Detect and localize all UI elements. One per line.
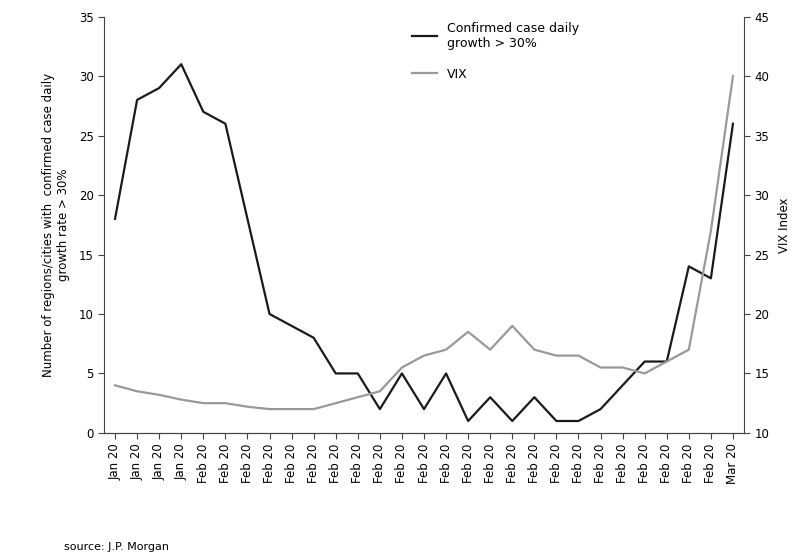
Confirmed case daily
growth > 30% xyxy=(463,418,473,425)
Confirmed case daily
growth > 30% xyxy=(662,358,671,365)
Confirmed case daily
growth > 30% xyxy=(353,370,362,377)
VIX xyxy=(574,352,583,359)
Confirmed case daily
growth > 30% xyxy=(618,382,627,388)
Confirmed case daily
growth > 30% xyxy=(486,394,495,401)
VIX xyxy=(309,406,318,412)
VIX xyxy=(486,346,495,353)
Confirmed case daily
growth > 30% xyxy=(574,418,583,425)
VIX xyxy=(596,364,606,371)
VIX xyxy=(507,322,517,329)
Confirmed case daily
growth > 30% xyxy=(728,120,738,127)
VIX xyxy=(706,228,716,234)
VIX xyxy=(463,329,473,335)
Confirmed case daily
growth > 30% xyxy=(530,394,539,401)
Confirmed case daily
growth > 30% xyxy=(507,418,517,425)
Y-axis label: VIX Index: VIX Index xyxy=(778,197,790,253)
VIX xyxy=(198,400,208,406)
VIX xyxy=(242,403,252,410)
Confirmed case daily
growth > 30% xyxy=(309,335,318,341)
Text: source: J.P. Morgan: source: J.P. Morgan xyxy=(64,542,169,552)
VIX xyxy=(221,400,230,406)
VIX xyxy=(442,346,451,353)
Confirmed case daily
growth > 30% xyxy=(640,358,650,365)
VIX xyxy=(397,364,406,371)
Confirmed case daily
growth > 30% xyxy=(552,418,562,425)
VIX xyxy=(618,364,627,371)
Line: Confirmed case daily
growth > 30%: Confirmed case daily growth > 30% xyxy=(115,64,733,421)
Confirmed case daily
growth > 30% xyxy=(265,311,274,317)
Y-axis label: Number of regions/cities with  confirmed case daily
growth rate > 30%: Number of regions/cities with confirmed … xyxy=(42,73,70,377)
Confirmed case daily
growth > 30% xyxy=(177,61,186,68)
Confirmed case daily
growth > 30% xyxy=(331,370,341,377)
VIX xyxy=(154,391,164,398)
Confirmed case daily
growth > 30% xyxy=(397,370,406,377)
VIX xyxy=(265,406,274,412)
VIX xyxy=(552,352,562,359)
VIX xyxy=(684,346,694,353)
VIX xyxy=(530,346,539,353)
Confirmed case daily
growth > 30% xyxy=(706,275,716,281)
VIX xyxy=(353,394,362,401)
VIX xyxy=(110,382,120,388)
Confirmed case daily
growth > 30% xyxy=(419,406,429,412)
VIX xyxy=(640,370,650,377)
Confirmed case daily
growth > 30% xyxy=(684,263,694,270)
VIX xyxy=(419,352,429,359)
Legend: Confirmed case daily
growth > 30%, VIX: Confirmed case daily growth > 30%, VIX xyxy=(407,17,584,87)
VIX xyxy=(728,73,738,79)
VIX xyxy=(331,400,341,406)
Confirmed case daily
growth > 30% xyxy=(286,322,296,329)
Confirmed case daily
growth > 30% xyxy=(154,85,164,92)
VIX xyxy=(375,388,385,395)
Confirmed case daily
growth > 30% xyxy=(198,108,208,115)
VIX xyxy=(132,388,142,395)
Confirmed case daily
growth > 30% xyxy=(596,406,606,412)
VIX xyxy=(286,406,296,412)
Confirmed case daily
growth > 30% xyxy=(132,97,142,103)
Confirmed case daily
growth > 30% xyxy=(242,215,252,222)
Confirmed case daily
growth > 30% xyxy=(375,406,385,412)
Confirmed case daily
growth > 30% xyxy=(110,215,120,222)
Confirmed case daily
growth > 30% xyxy=(442,370,451,377)
VIX xyxy=(177,396,186,403)
Confirmed case daily
growth > 30% xyxy=(221,120,230,127)
VIX xyxy=(662,358,671,365)
Line: VIX: VIX xyxy=(115,76,733,409)
